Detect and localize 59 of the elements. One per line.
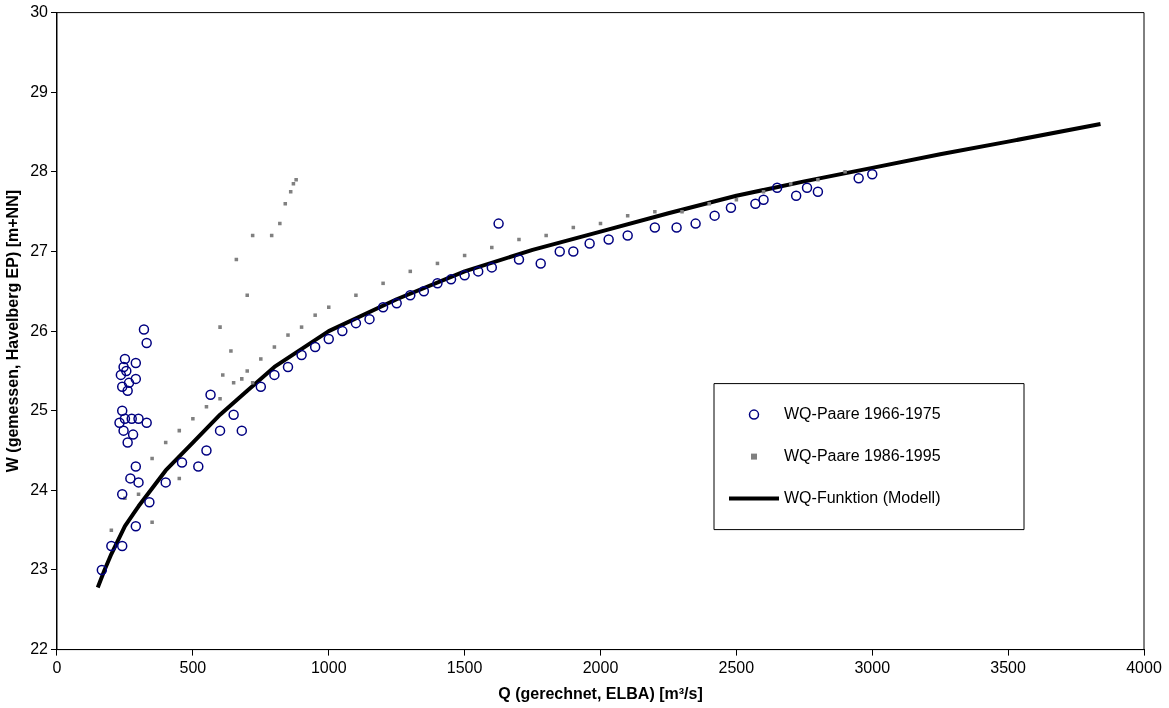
point <box>544 233 548 238</box>
y-tick-label: 23 <box>30 560 49 578</box>
point <box>707 201 711 206</box>
point <box>204 404 209 409</box>
x-axis-title: Q (gerechnet, ELBA) [m³/s] <box>498 684 703 702</box>
point <box>259 357 263 361</box>
point <box>816 178 820 182</box>
x-tick-label: 0 <box>52 658 62 676</box>
point <box>109 528 114 532</box>
y-tick-label: 26 <box>30 321 49 339</box>
point <box>326 305 331 309</box>
point <box>354 293 358 298</box>
y-tick-label: 27 <box>30 241 49 259</box>
point <box>240 377 244 381</box>
y-axis-title: W (gemessen, Havelberg EP) [m+NN] <box>4 189 22 473</box>
x-tick-label: 3000 <box>854 658 891 676</box>
x-tick-label: 2000 <box>582 658 619 676</box>
point <box>788 182 793 186</box>
point <box>272 345 277 349</box>
point <box>245 369 249 373</box>
legend-label: WQ-Paare 1966-1975 <box>784 405 941 423</box>
point <box>288 189 293 194</box>
legend-label: WQ-Paare 1986-1995 <box>784 447 941 465</box>
y-tick-label: 25 <box>30 401 49 419</box>
y-tick-label: 29 <box>30 82 49 100</box>
x-tick-label: 4000 <box>1126 658 1162 676</box>
x-tick-label: 1500 <box>446 658 483 676</box>
point <box>229 349 233 353</box>
x-tick-label: 2500 <box>718 658 755 676</box>
point <box>191 416 195 421</box>
point <box>278 221 282 226</box>
point <box>218 397 222 401</box>
point <box>150 456 154 461</box>
point <box>294 178 298 182</box>
point <box>653 209 657 214</box>
point <box>291 182 296 186</box>
point <box>150 520 154 524</box>
point <box>761 189 766 194</box>
point <box>221 373 225 377</box>
y-tick-label: 24 <box>30 480 49 498</box>
point <box>381 281 385 286</box>
point <box>299 325 304 329</box>
point <box>490 245 494 250</box>
legend-label: WQ-Funktion (Modell) <box>784 489 941 507</box>
point <box>843 170 847 174</box>
y-tick-label: 28 <box>30 162 49 180</box>
point <box>245 293 249 298</box>
point <box>313 313 317 317</box>
point <box>286 333 290 337</box>
x-tick-label: 1000 <box>310 658 347 676</box>
point <box>231 381 236 385</box>
y-tick-label: 30 <box>30 3 49 21</box>
point <box>218 325 222 329</box>
point <box>517 237 521 242</box>
x-tick-label: 3500 <box>990 658 1027 676</box>
point <box>250 381 255 385</box>
x-tick-label: 500 <box>179 658 207 676</box>
y-tick-label: 22 <box>30 640 49 658</box>
point <box>680 209 684 214</box>
